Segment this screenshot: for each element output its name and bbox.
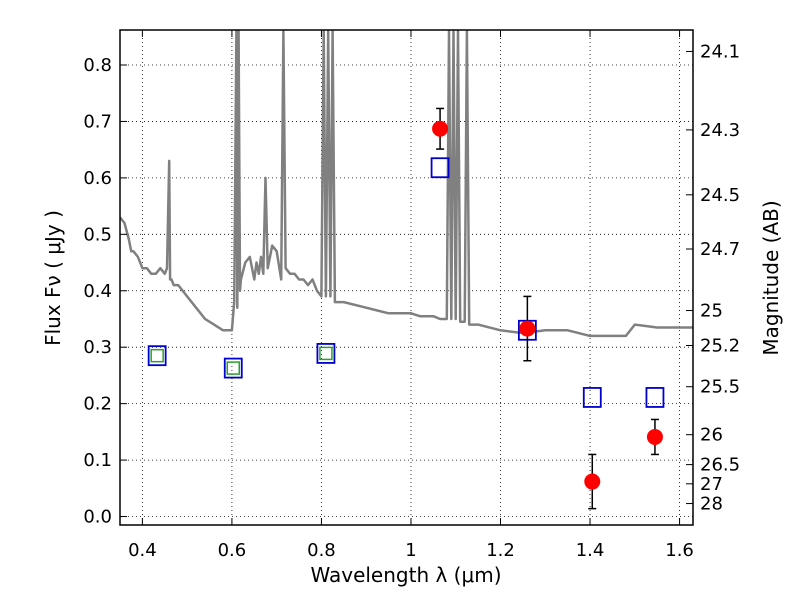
model-photometry-box <box>645 387 665 408</box>
y-tick-label: 0.6 <box>83 168 112 189</box>
model-inner-box <box>226 361 241 375</box>
x-tick-label: 1.6 <box>665 540 694 561</box>
observed-flux-point <box>519 320 536 337</box>
magnitude-tick-label: 24.3 <box>700 120 740 141</box>
model-photometry-box <box>430 157 450 179</box>
y-tick-label: 0.7 <box>83 111 112 132</box>
observed-errorbars <box>432 107 663 510</box>
plot-area <box>120 30 693 510</box>
grid-lines <box>120 30 693 525</box>
magnitude-tick-label: 26 <box>700 425 723 446</box>
model-photometry-boxes <box>147 157 665 408</box>
x-tick-label: 0.8 <box>307 540 336 561</box>
model-inner-box <box>150 348 164 363</box>
y-tick-label: 0.0 <box>83 507 112 528</box>
magnitude-tick-label: 25.2 <box>700 336 740 357</box>
y-axis-label: Flux Fν ( μJy ) <box>41 210 65 346</box>
observed-flux-point <box>584 473 601 490</box>
x-tick-label: 1 <box>405 540 416 561</box>
magnitude-tick-label: 24.7 <box>700 239 740 260</box>
magnitude-tick-label: 25.5 <box>700 377 740 398</box>
magnitude-tick-label: 27 <box>700 474 723 495</box>
model-photometry-box <box>316 343 336 364</box>
magnitude-tick-label: 26.5 <box>700 455 740 476</box>
y-tick-label: 0.2 <box>83 394 112 415</box>
y-tick-label: 0.8 <box>83 55 112 76</box>
magnitude-axis-label: Magnitude (AB) <box>759 200 783 355</box>
y-tick-label: 0.1 <box>83 450 112 471</box>
y-tick-label: 0.5 <box>83 224 112 245</box>
x-tick-label: 0.6 <box>218 540 247 561</box>
y-tick-label: 0.4 <box>83 281 112 302</box>
y-tick-label: 0.3 <box>83 337 112 358</box>
magnitude-tick-label: 24.5 <box>700 185 740 206</box>
observed-flux-point <box>432 120 449 137</box>
plot-frame <box>119 29 694 526</box>
magnitude-tick-label: 24.1 <box>700 41 740 62</box>
x-axis-label: Wavelength λ (μm) <box>310 563 501 587</box>
observed-flux-point <box>646 428 663 445</box>
magnitude-tick-label: 25 <box>700 301 723 322</box>
model-inner-box <box>319 346 333 361</box>
template-spectrum-line <box>120 30 693 338</box>
x-axis-ticks: 0.4 0.6 0.8 1 1.2 1.4 1.6 <box>128 30 694 561</box>
x-tick-label: 1.2 <box>486 540 515 561</box>
magnitude-tick-label: 28 <box>700 494 723 515</box>
model-photometry-box <box>582 387 602 408</box>
x-tick-label: 0.4 <box>128 540 157 561</box>
x-tick-label: 1.4 <box>576 540 605 561</box>
model-photometry-box <box>223 357 243 379</box>
model-photometry-box <box>147 345 167 367</box>
y-axis-ticks: 0.0 0.1 0.2 0.3 0.4 0.5 0.6 0.7 0.8 <box>83 55 127 528</box>
